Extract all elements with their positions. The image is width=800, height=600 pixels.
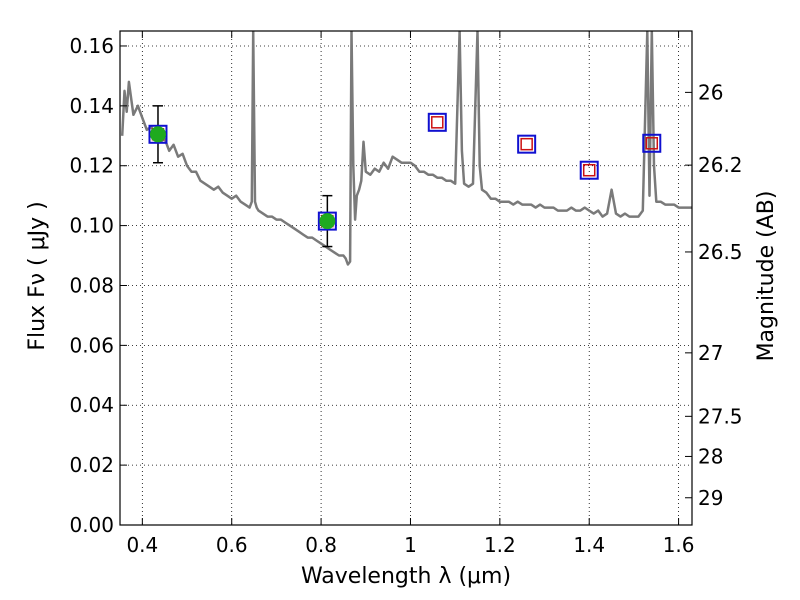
model-photometry-box (427, 112, 447, 132)
y-tick-label: 0.02 (69, 453, 114, 477)
x-tick-label: 1 (404, 533, 417, 557)
model-photometry-box (317, 211, 337, 231)
y-tick-label: 0.06 (69, 333, 114, 357)
y2-tick-label: 29 (698, 486, 723, 510)
axes-ticks: 0.4 0.6 0.8 1 1.2 1.4 1.6 0.00 0.02 0.04 0.06 0.08 0… (69, 31, 743, 557)
observed-photometry-box (645, 137, 659, 150)
y2-axis-label: Magnitude (AB) (754, 191, 779, 362)
y2-tick-label: 27 (698, 341, 723, 365)
y-tick-label: 0.00 (69, 513, 114, 537)
y2-tick-label: 26.5 (698, 240, 743, 264)
x-axis-label: Wavelength λ (μm) (301, 564, 511, 589)
y-tick-label: 0.16 (69, 34, 114, 58)
model-spectrum (120, 31, 692, 266)
model-spectrum-line (120, 31, 692, 266)
plot-frame (119, 30, 693, 526)
x-tick-label: 1.4 (573, 533, 605, 557)
photometry-points (148, 105, 662, 248)
x-tick-label: 0.4 (126, 533, 158, 557)
model-photometry-box (579, 160, 599, 180)
observed-photometry-box (431, 116, 444, 129)
y-tick-label: 0.14 (69, 94, 114, 118)
x-tick-label: 1.6 (663, 533, 695, 557)
x-tick-label: 0.6 (216, 533, 248, 557)
x-tick-label: 1.2 (484, 533, 516, 557)
y2-tick-label: 26.2 (698, 153, 743, 177)
y-tick-label: 0.04 (69, 393, 114, 417)
y2-tick-label: 28 (698, 444, 723, 468)
y-axis-label: Flux Fν ( μJy ) (25, 201, 50, 350)
x-tick-label: 0.8 (305, 533, 337, 557)
observed-photometry-box (582, 163, 596, 177)
y-tick-label: 0.08 (69, 273, 114, 297)
y-tick-label: 0.10 (69, 214, 114, 238)
grid (120, 31, 692, 526)
y2-tick-label: 27.5 (698, 404, 743, 428)
y2-tick-label: 26 (698, 80, 723, 104)
detection-point (319, 213, 336, 230)
y-tick-label: 0.12 (69, 154, 114, 178)
detection-point (149, 126, 166, 143)
model-photometry-box (517, 134, 537, 154)
model-photometry-box (148, 124, 168, 144)
observed-photometry-box (520, 137, 533, 151)
model-photometry-box (642, 133, 662, 153)
